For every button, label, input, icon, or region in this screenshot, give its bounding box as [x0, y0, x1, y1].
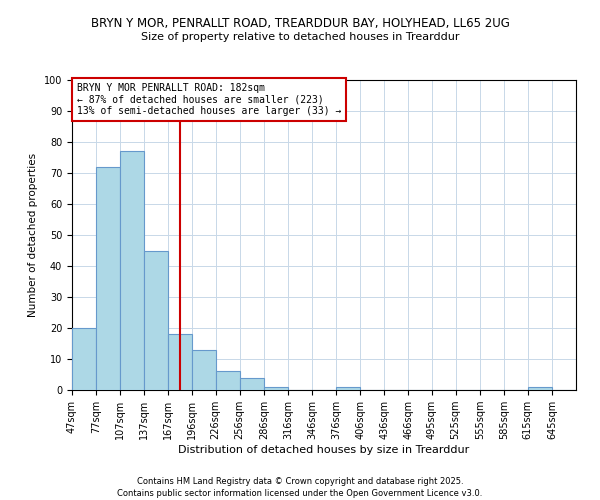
Bar [240, 378, 264, 390]
Bar [528, 387, 552, 390]
Bar [336, 387, 360, 390]
Bar [191, 350, 215, 390]
Bar [264, 387, 288, 390]
Text: BRYN Y MOR, PENRALLT ROAD, TREARDDUR BAY, HOLYHEAD, LL65 2UG: BRYN Y MOR, PENRALLT ROAD, TREARDDUR BAY… [91, 18, 509, 30]
Bar [169, 334, 191, 390]
Bar [96, 167, 120, 390]
X-axis label: Distribution of detached houses by size in Trearddur: Distribution of detached houses by size … [178, 445, 470, 455]
Y-axis label: Number of detached properties: Number of detached properties [28, 153, 38, 317]
Text: Contains public sector information licensed under the Open Government Licence v3: Contains public sector information licen… [118, 489, 482, 498]
Bar [144, 250, 169, 390]
Bar [72, 328, 96, 390]
Text: Size of property relative to detached houses in Trearddur: Size of property relative to detached ho… [141, 32, 459, 42]
Bar [215, 372, 240, 390]
Text: BRYN Y MOR PENRALLT ROAD: 182sqm
← 87% of detached houses are smaller (223)
13% : BRYN Y MOR PENRALLT ROAD: 182sqm ← 87% o… [77, 83, 341, 116]
Bar [120, 152, 144, 390]
Text: Contains HM Land Registry data © Crown copyright and database right 2025.: Contains HM Land Registry data © Crown c… [137, 478, 463, 486]
